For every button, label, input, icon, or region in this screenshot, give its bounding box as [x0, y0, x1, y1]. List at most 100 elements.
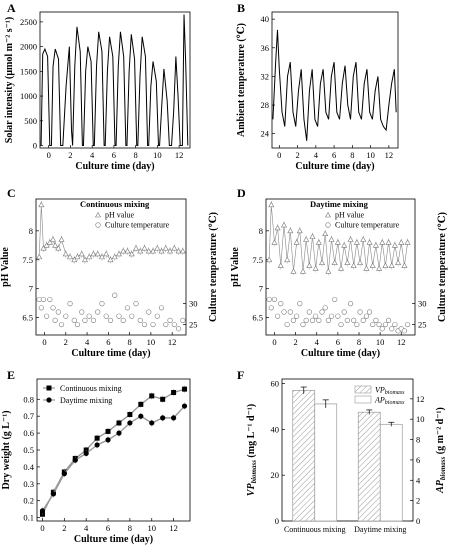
temperature-point: [322, 305, 328, 311]
temperature-point: [268, 305, 274, 311]
temperature-point: [382, 321, 389, 328]
x-tick-label: 0: [272, 337, 276, 347]
ph-point: [38, 201, 45, 208]
temperature-point: [325, 317, 331, 323]
ph-point: [50, 236, 57, 242]
temperature-point: [266, 296, 272, 303]
temperature-point: [351, 317, 357, 323]
temperature-point: [103, 313, 109, 319]
y-tick-label: 0.7: [23, 411, 34, 421]
temperature-point: [63, 313, 69, 319]
ph-point: [398, 239, 405, 245]
chart-title: Continuous mixing: [80, 199, 150, 209]
ph-point: [46, 239, 53, 245]
y-tick-label: 32: [261, 71, 270, 81]
y-tick-label: 7: [29, 284, 33, 294]
temperature-point: [319, 309, 325, 315]
ph-point: [132, 244, 140, 251]
y-right-tick-label: 25: [189, 320, 198, 330]
legend-label: Culture temperature: [105, 221, 170, 230]
data-point: [149, 393, 155, 399]
data-point: [116, 430, 122, 436]
ph-point: [175, 247, 182, 254]
ph-point: [58, 236, 65, 242]
temperature-point: [373, 317, 379, 323]
temperature-point: [376, 321, 382, 328]
ph-point: [67, 253, 74, 260]
ph-point: [315, 239, 322, 245]
y-tick-label: 0.1: [23, 513, 34, 523]
ph-point: [274, 224, 281, 231]
y-tick-label: 0.6: [23, 428, 34, 438]
temperature-point: [300, 321, 306, 328]
panel-f: F 0 20 40 60 0 2 4 6 8 10 12 VPbiomass (mg L⁻¹ d⁻¹) A…: [237, 368, 447, 534]
x-tick-label: 10: [366, 150, 375, 160]
legend-label: pH value: [105, 211, 135, 220]
y-tick-label: 0.8: [23, 394, 34, 404]
temperature-point: [154, 313, 160, 319]
panel-e: E 0.1 0.2 0.3 0.4 0.5 0.6 0.7 0.8 0 2 4 6 8 10 12 Cultur…: [1, 368, 191, 545]
y-right-tick-label: 0: [416, 516, 420, 526]
temperature-point: [389, 326, 395, 332]
ph-point: [382, 262, 389, 268]
data-point: [171, 415, 177, 421]
plot-frame: [271, 11, 399, 149]
x-tick-label: 10: [153, 150, 162, 160]
ph-point: [98, 253, 105, 260]
y-right-tick-label: 2: [416, 496, 420, 506]
y-tick-label: 0.5: [23, 445, 34, 455]
legend-hatch-swatch: [354, 385, 372, 394]
panel-letter: C: [7, 186, 16, 200]
ph-point: [293, 239, 300, 245]
ph-point: [277, 262, 284, 268]
temperature-point: [347, 301, 354, 307]
legend-triangle-icon: [324, 211, 332, 218]
x-tick-label: 12: [168, 337, 177, 347]
temperature-point: [328, 313, 335, 319]
bar-vp: [292, 390, 316, 522]
y-tick-label: 1500: [20, 66, 37, 76]
temperature-point: [107, 317, 114, 323]
data-point: [160, 396, 166, 402]
x-tick-label: 12: [175, 150, 184, 160]
temperature-point: [271, 296, 278, 303]
x-tick-label: 12: [397, 337, 406, 347]
x-tick-label: 6: [112, 150, 116, 160]
ph-point: [360, 236, 367, 242]
data-point: [171, 390, 177, 396]
x-axis-label: Culture time (day): [71, 348, 150, 359]
y-tick-label: 24: [261, 129, 270, 139]
temperature-point: [67, 301, 73, 307]
x-tick-label: 8: [357, 337, 361, 347]
y-tick-label: 8: [259, 226, 263, 236]
ph-point: [179, 247, 186, 254]
panel-letter: B: [237, 1, 245, 15]
ph-point: [357, 259, 364, 265]
ph-point: [271, 239, 278, 245]
y-tick-label: 0.4: [23, 462, 34, 472]
ph-point: [385, 239, 392, 245]
temperature-point: [392, 321, 398, 328]
legend-label: APbiomass: [374, 396, 405, 407]
y-tick-label: 28: [261, 100, 270, 110]
ph-point: [331, 259, 338, 265]
temperature-point: [124, 305, 131, 311]
data-point: [127, 412, 133, 417]
ph-point: [287, 227, 294, 234]
temperature-point: [341, 309, 347, 315]
temperature-point: [133, 301, 139, 307]
y-tick-label: 20: [271, 470, 280, 480]
temperature-point: [44, 313, 50, 319]
ph-point: [290, 268, 297, 274]
temperature-point: [357, 309, 363, 315]
ph-point: [167, 247, 174, 254]
temperature-point: [71, 317, 77, 323]
temperature-point: [338, 321, 344, 328]
ph-point: [145, 247, 152, 254]
temperature-point: [74, 321, 81, 328]
data-point: [83, 450, 89, 456]
temperature-point: [137, 317, 143, 323]
ph-point: [322, 230, 329, 237]
legend-label: Culture temperature: [335, 221, 400, 230]
